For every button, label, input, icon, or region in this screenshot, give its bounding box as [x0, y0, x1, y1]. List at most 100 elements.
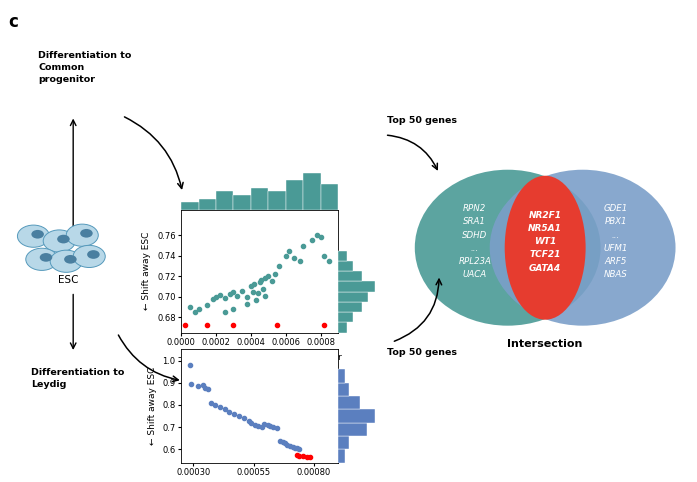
Point: [301, 453, 312, 460]
Point: [190, 308, 201, 316]
Point: [252, 289, 263, 296]
Bar: [206, 402, 229, 415]
Text: Differentiation to
Leydig: Differentiation to Leydig: [31, 368, 125, 389]
Point: [179, 321, 190, 329]
Point: [219, 294, 230, 302]
Text: Top 50 genes: Top 50 genes: [387, 348, 457, 357]
Point: [266, 278, 277, 285]
Y-axis label: ← Shift away ESC: ← Shift away ESC: [148, 367, 157, 445]
Point: [242, 300, 253, 308]
Point: [315, 233, 326, 241]
Bar: [338, 436, 349, 449]
Text: Intersection: Intersection: [507, 339, 583, 348]
Point: [197, 381, 208, 389]
Bar: [181, 408, 206, 415]
Point: [263, 421, 274, 429]
Point: [250, 421, 261, 429]
Point: [228, 321, 239, 329]
Bar: [181, 202, 199, 210]
Circle shape: [66, 224, 98, 246]
Point: [312, 231, 323, 239]
Bar: [216, 191, 233, 210]
Point: [288, 443, 299, 451]
Point: [280, 252, 291, 260]
Point: [275, 437, 286, 444]
Point: [323, 257, 335, 265]
Point: [289, 444, 300, 452]
Bar: [338, 449, 345, 463]
Point: [245, 282, 256, 290]
Bar: [302, 390, 326, 415]
Point: [219, 405, 230, 413]
Bar: [338, 369, 345, 383]
Text: ESC: ESC: [58, 275, 79, 284]
Point: [214, 291, 225, 298]
Bar: [229, 405, 254, 415]
Circle shape: [26, 248, 58, 270]
Point: [259, 420, 270, 428]
Point: [258, 285, 269, 293]
Bar: [338, 261, 353, 271]
Point: [184, 303, 195, 311]
Point: [214, 403, 225, 411]
Bar: [338, 312, 353, 322]
Point: [228, 288, 239, 295]
Point: [206, 399, 217, 407]
Text: GDE1
PBX1
...
UFM1
ARF5
NBAS: GDE1 PBX1 ... UFM1 ARF5 NBAS: [604, 204, 628, 279]
Point: [253, 422, 264, 430]
Bar: [338, 292, 369, 302]
Circle shape: [87, 250, 100, 259]
Bar: [321, 184, 338, 210]
Point: [249, 281, 260, 288]
Point: [307, 237, 318, 244]
Point: [202, 321, 213, 329]
Point: [271, 425, 282, 432]
Point: [270, 270, 281, 278]
Point: [291, 451, 302, 459]
Circle shape: [57, 235, 70, 243]
Circle shape: [31, 230, 44, 239]
Point: [298, 241, 309, 249]
Point: [279, 439, 291, 447]
Point: [247, 288, 259, 295]
Text: NR2F1
NR5A1
WT1
TCF21
GATA4: NR2F1 NR5A1 WT1 TCF21 GATA4: [528, 211, 562, 273]
Circle shape: [80, 229, 93, 238]
Bar: [199, 199, 216, 210]
Point: [207, 295, 218, 303]
Point: [305, 453, 316, 461]
Bar: [303, 173, 321, 210]
Point: [291, 444, 302, 452]
Bar: [338, 423, 367, 436]
Circle shape: [50, 250, 82, 272]
Point: [284, 247, 295, 254]
Point: [210, 293, 222, 301]
Point: [284, 442, 296, 450]
Point: [209, 401, 220, 409]
Point: [184, 361, 195, 369]
Point: [289, 254, 300, 262]
Point: [200, 385, 211, 392]
Circle shape: [40, 253, 52, 262]
Point: [231, 292, 243, 300]
Point: [277, 438, 288, 445]
Point: [219, 308, 230, 316]
Point: [202, 386, 213, 393]
Bar: [338, 251, 347, 261]
Point: [251, 296, 262, 304]
Point: [319, 252, 330, 260]
Bar: [254, 393, 277, 415]
Point: [268, 423, 279, 431]
Point: [259, 292, 270, 300]
Point: [202, 301, 213, 309]
Bar: [338, 281, 374, 292]
Bar: [338, 322, 347, 333]
Circle shape: [73, 245, 105, 268]
Point: [224, 290, 236, 297]
Point: [229, 410, 240, 418]
Text: Top 50 genes: Top 50 genes: [387, 116, 457, 125]
Point: [245, 419, 256, 427]
Y-axis label: ← Shift away ESC: ← Shift away ESC: [142, 232, 151, 310]
Point: [237, 287, 248, 295]
Bar: [338, 271, 362, 281]
Circle shape: [64, 255, 77, 264]
